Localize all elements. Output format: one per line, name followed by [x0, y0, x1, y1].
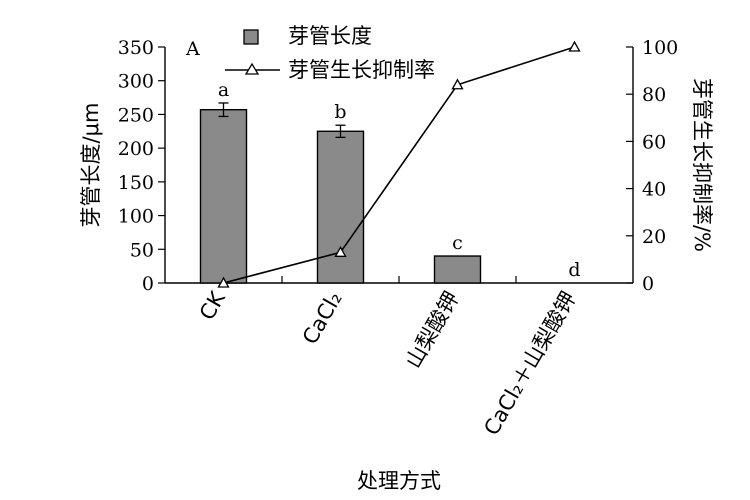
significance-label: d [568, 259, 580, 281]
legend-line-marker [244, 62, 260, 75]
bar [199, 109, 248, 284]
right-y-tick-label: 100 [642, 37, 678, 59]
legend-bar-swatch [243, 29, 259, 45]
legend-bar-label: 芽管长度 [288, 24, 372, 48]
bar [433, 255, 482, 284]
panel-label: A [185, 38, 200, 60]
left-y-tick-label: 300 [118, 71, 154, 93]
right-y-tick-label: 20 [642, 226, 666, 248]
x-tick-label: CaCl₂＋山梨酸钾 [479, 288, 581, 440]
right-y-axis-title: 芽管生长抑制率/% [690, 78, 714, 252]
left-y-tick-label: 150 [118, 172, 154, 194]
line-point [451, 78, 464, 90]
left-y-tick-label: 0 [142, 273, 154, 295]
right-y-tick-label: 40 [642, 179, 666, 201]
line-point [334, 245, 347, 257]
left-y-ticks: 0 50 100 150 200 250 300 350 [118, 37, 165, 295]
left-y-tick-label: 350 [118, 37, 154, 59]
line-series [217, 40, 581, 288]
x-tick-label: CaCl₂ [298, 288, 347, 349]
right-y-tick-label: 0 [642, 273, 654, 295]
right-y-ticks: 0 20 40 60 80 100 [626, 37, 678, 295]
right-y-tick-label: 60 [642, 131, 666, 153]
left-y-tick-label: 200 [118, 138, 154, 160]
left-y-axis-title: 芽管长度/μm [79, 103, 103, 228]
significance-label: b [334, 101, 346, 123]
significance-label: c [452, 232, 463, 254]
right-y-tick-label: 80 [642, 84, 666, 106]
x-axis-title: 处理方式 [357, 469, 441, 493]
x-ticks: CK CaCl₂ 山梨酸钾 CaCl₂＋山梨酸钾 [195, 276, 581, 439]
x-tick-label: 山梨酸钾 [401, 288, 464, 373]
legend-line-label: 芽管生长抑制率 [288, 58, 435, 82]
line-point [217, 276, 230, 288]
line-point [568, 40, 581, 52]
significance-label: a [218, 79, 229, 101]
x-tick-label: CK [195, 286, 231, 324]
left-y-tick-label: 100 [118, 206, 154, 228]
line-series-path [223, 46, 575, 284]
left-y-tick-label: 50 [130, 239, 154, 261]
left-y-tick-label: 250 [118, 104, 154, 126]
bar [316, 130, 365, 284]
bar-series: a b c d [199, 79, 581, 284]
